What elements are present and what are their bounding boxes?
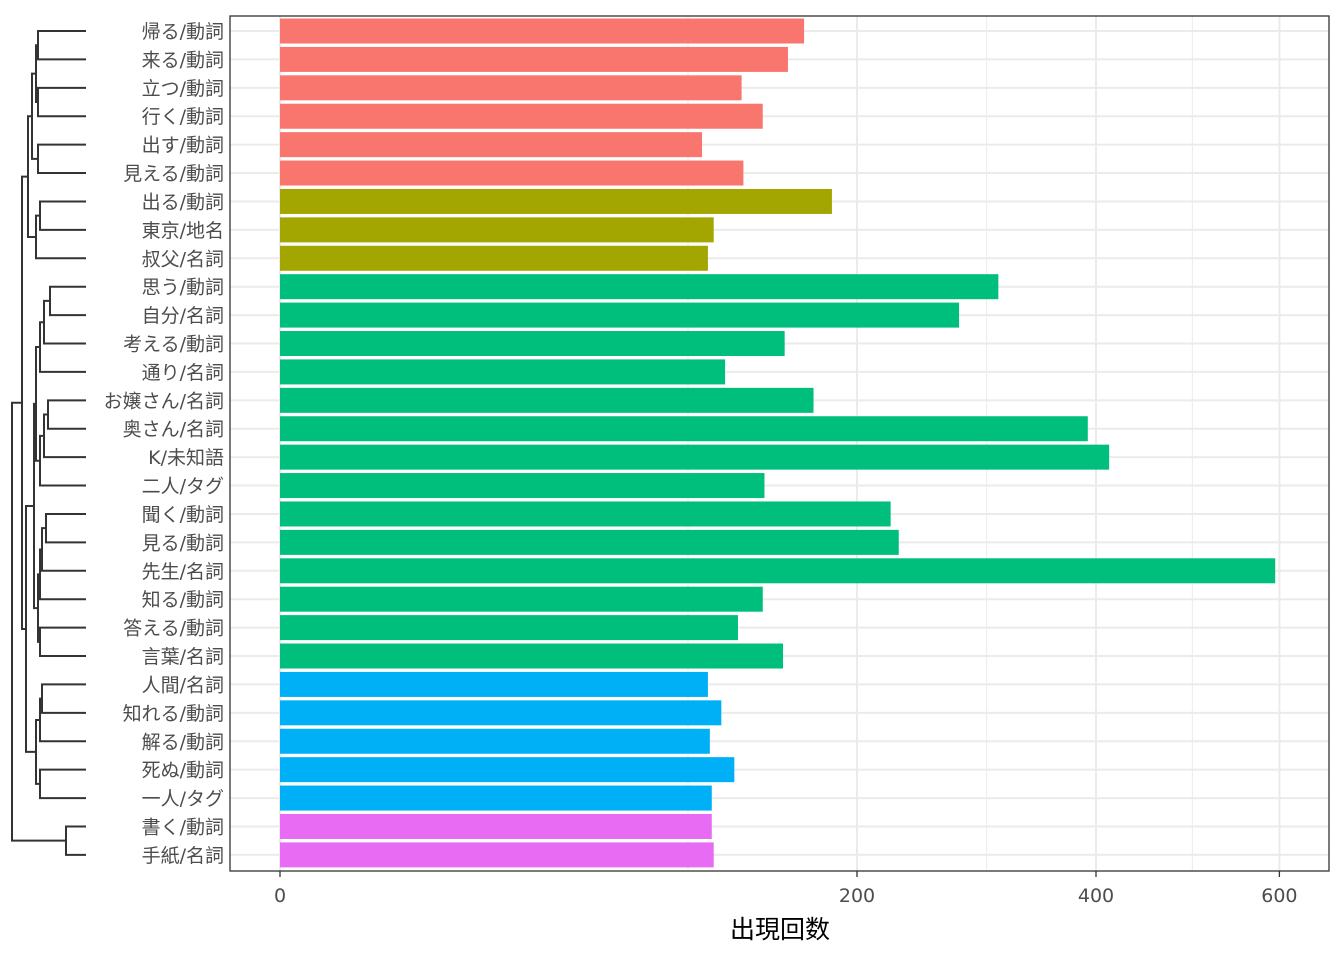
bar xyxy=(280,46,788,72)
bar xyxy=(280,558,1276,584)
y-tick-label: 知れる/動詞 xyxy=(123,703,224,725)
bar xyxy=(280,75,742,101)
x-tick-label: 0 xyxy=(274,885,286,907)
y-tick-label: 見える/動詞 xyxy=(123,163,224,185)
bar xyxy=(280,615,738,641)
dendrogram-branch xyxy=(39,434,86,487)
y-tick-label: 手紙/名詞 xyxy=(142,845,224,867)
bar xyxy=(280,842,714,868)
x-axis-title: 出現回数 xyxy=(730,915,830,944)
y-tick-label: 叔父/名詞 xyxy=(142,248,224,270)
dendrogram-branch xyxy=(37,86,86,118)
dendrogram-branch xyxy=(43,413,86,459)
bar xyxy=(280,387,814,413)
y-tick-label: 帰る/動詞 xyxy=(142,21,224,43)
dendrogram-branch xyxy=(41,527,86,572)
bar xyxy=(280,501,891,527)
dendrogram-branch xyxy=(39,626,86,658)
dendrogram-branch xyxy=(37,143,86,175)
dendrogram-branch xyxy=(39,768,86,800)
dendrogram-branch xyxy=(49,285,86,317)
bar xyxy=(280,700,722,726)
y-tick-label: 一人/タグ xyxy=(142,788,224,810)
bar xyxy=(280,274,999,300)
dendrogram-branch xyxy=(11,401,66,842)
y-tick-label: 出る/動詞 xyxy=(142,191,224,213)
dendrogram-branch xyxy=(37,30,86,61)
y-tick-label: 来る/動詞 xyxy=(142,49,224,71)
y-tick-label: 解る/動詞 xyxy=(142,731,224,753)
y-axis-labels: 帰る/動詞来る/動詞立つ/動詞行く/動詞出す/動詞見える/動詞出る/動詞東京/地… xyxy=(104,21,224,867)
y-tick-label: 聞く/動詞 xyxy=(142,504,224,526)
y-tick-label: 書く/動詞 xyxy=(142,816,224,838)
x-tick-label: 200 xyxy=(839,885,875,907)
x-tick-label: 600 xyxy=(1261,885,1297,907)
dendrogram-branch xyxy=(35,214,86,260)
dendrogram-branch xyxy=(39,321,86,373)
panel-border xyxy=(229,15,1330,872)
y-tick-label: 知る/動詞 xyxy=(142,589,224,611)
y-tick-label: 通り/名詞 xyxy=(142,362,224,384)
y-tick-label: 考える/動詞 xyxy=(123,334,224,356)
bar xyxy=(280,586,763,612)
y-tick-label: 奥さん/名詞 xyxy=(123,419,224,441)
dendrogram-branch xyxy=(39,697,86,743)
dendrogram-branch xyxy=(39,200,86,231)
y-tick-label: 見る/動詞 xyxy=(142,532,224,554)
y-tick-label: 言葉/名詞 xyxy=(142,646,224,668)
bar xyxy=(280,359,726,385)
bar xyxy=(280,671,708,697)
bar xyxy=(280,188,832,214)
y-tick-label: 思う/動詞 xyxy=(142,277,224,299)
bar xyxy=(280,444,1110,470)
x-axis-ticks: 0 200 400 600 xyxy=(274,871,1298,907)
y-tick-label: 出す/動詞 xyxy=(142,135,224,157)
y-tick-label: 人間/名詞 xyxy=(142,674,224,696)
y-tick-label: K/未知語 xyxy=(148,447,224,469)
y-tick-label: 行く/動詞 xyxy=(142,106,224,128)
bar xyxy=(280,217,714,243)
y-tick-label: 死ぬ/動詞 xyxy=(142,760,224,782)
bar xyxy=(280,529,899,555)
y-tick-label: 答える/動詞 xyxy=(123,618,224,640)
bar xyxy=(280,331,785,357)
bar xyxy=(280,757,735,783)
bar xyxy=(280,813,712,839)
y-tick-label: お嬢さん/名詞 xyxy=(104,390,224,412)
bars-layer xyxy=(280,18,1276,868)
bar xyxy=(280,18,805,44)
dendrogram-branch xyxy=(41,683,86,714)
bar xyxy=(280,160,744,186)
bar xyxy=(280,245,708,271)
y-tick-label: 二人/タグ xyxy=(142,476,224,498)
y-tick-label: 立つ/動詞 xyxy=(142,78,224,100)
dendrogram-branch xyxy=(47,399,86,430)
bar xyxy=(280,416,1088,442)
x-tick-label: 400 xyxy=(1078,885,1114,907)
bar xyxy=(280,785,712,811)
bar xyxy=(280,302,960,328)
y-tick-label: 自分/名詞 xyxy=(142,305,224,327)
dendrogram xyxy=(11,30,86,856)
y-tick-label: 先生/名詞 xyxy=(142,561,224,583)
dendrogram-branch xyxy=(39,548,86,601)
bar xyxy=(280,643,784,669)
bar xyxy=(280,103,763,129)
bar xyxy=(280,728,710,754)
dendrogram-branch xyxy=(65,825,86,856)
y-tick-label: 東京/地名 xyxy=(142,220,224,242)
dendrogram-branch xyxy=(45,512,86,544)
bar xyxy=(280,473,765,499)
bar xyxy=(280,132,703,158)
